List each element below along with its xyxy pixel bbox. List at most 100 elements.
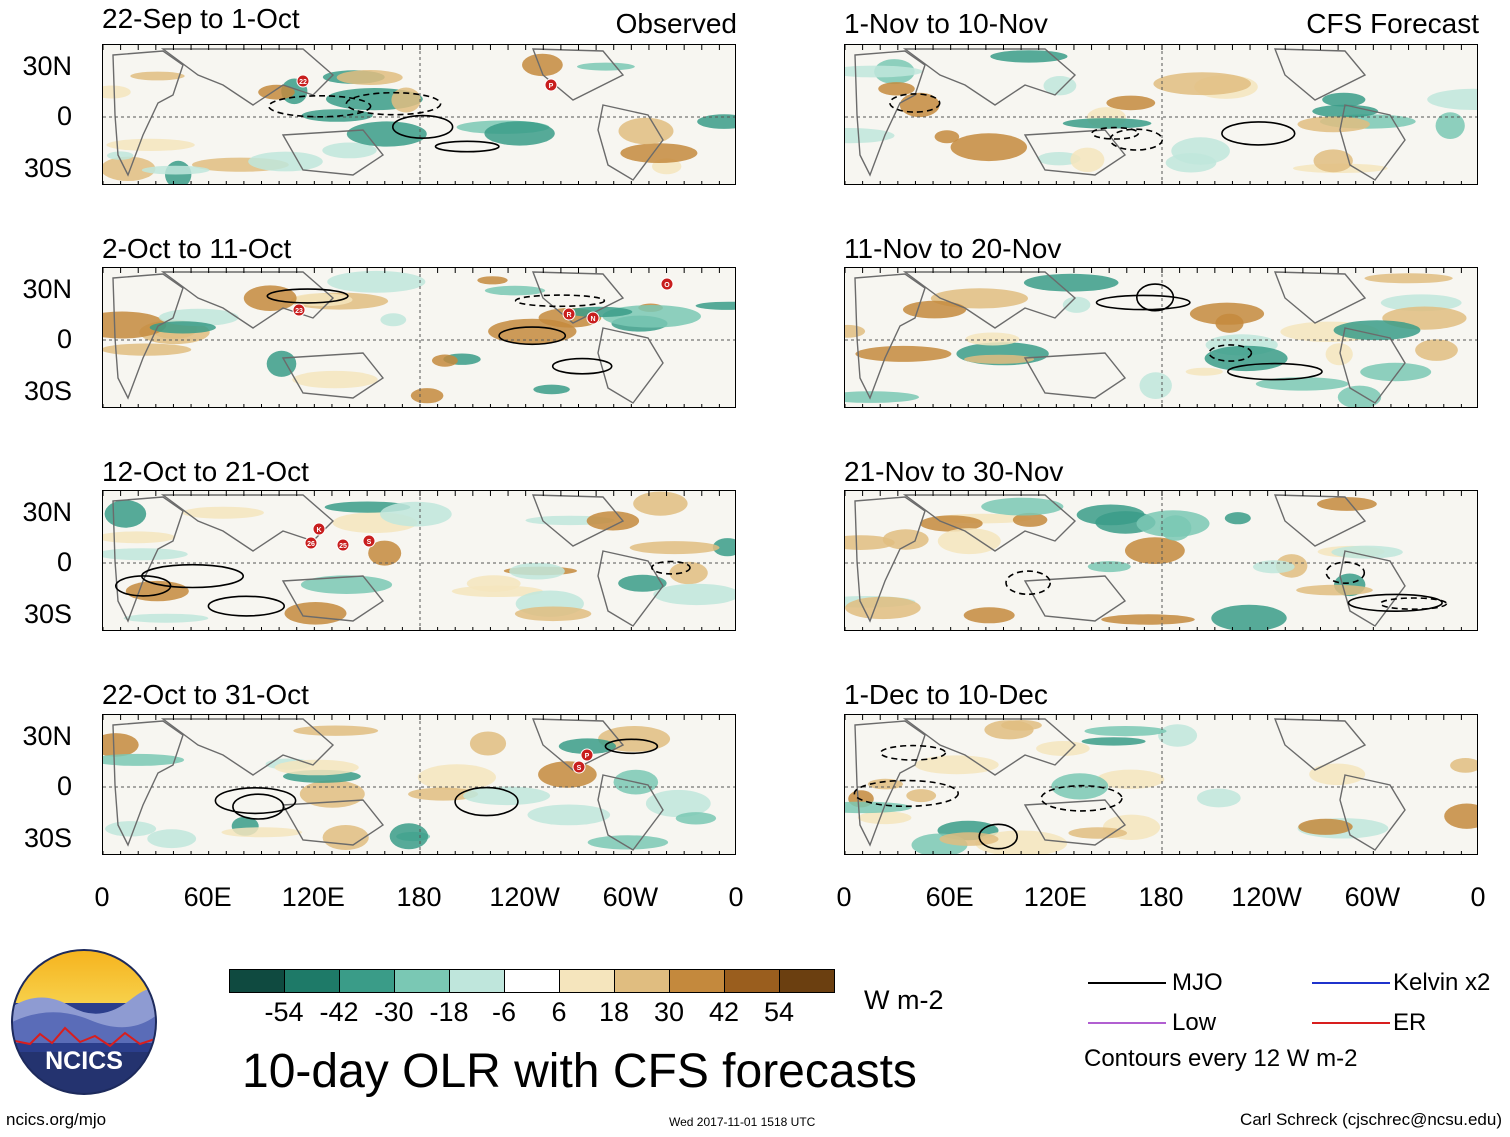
coastline (1023, 352, 1127, 399)
colorbar-swatch (559, 969, 615, 993)
olr-anomaly-patch (1204, 345, 1288, 372)
olr-anomaly-patch (147, 829, 197, 849)
mjo-contour (1221, 121, 1296, 146)
panel-title: 12-Oct to 21-Oct (102, 456, 309, 487)
coastline (112, 50, 184, 177)
coastline (597, 327, 664, 404)
ncics-logo: NCICS (10, 948, 158, 1096)
lat-label: 0 (56, 547, 72, 577)
olr-anomaly-patch (527, 804, 611, 826)
mjo-contour (345, 91, 442, 116)
coastline (160, 48, 335, 106)
coastline (1339, 327, 1406, 404)
olr-anomaly-patch (274, 759, 359, 776)
olr-anomaly-patch (1023, 273, 1119, 292)
olr-anomaly-patch (1211, 604, 1287, 630)
storm-marker: N (586, 311, 600, 325)
footer-url[interactable]: ncics.org/mjo (6, 1110, 107, 1129)
olr-anomaly-patch (587, 835, 669, 850)
legend-er-label: ER (1393, 1009, 1427, 1036)
panel-title: 22-Oct to 31-Oct (102, 679, 309, 710)
storm-marker-circle (312, 522, 326, 536)
lon-label: 0 (728, 882, 744, 912)
legend-low-line (1088, 1022, 1166, 1024)
olr-anomaly-patch (712, 538, 735, 557)
olr-anomaly-patch (906, 789, 937, 803)
footer-timestamp: Wed 2017-11-01 1518 UTC (669, 1115, 816, 1129)
olr-anomaly-patch (937, 528, 1001, 555)
coastline (597, 774, 664, 851)
olr-anomaly-patch (620, 143, 698, 163)
mjo-contour (207, 595, 286, 617)
olr-anomaly-patch (1215, 313, 1244, 333)
olr-anomaly-patch (389, 823, 429, 850)
olr-anomaly-patch (106, 138, 195, 151)
mjo-contour (1095, 294, 1191, 311)
olr-anomaly-patch (1087, 561, 1131, 573)
storm-marker-circle (304, 536, 318, 550)
mjo-contour (604, 738, 659, 755)
mjo-contour (514, 294, 606, 308)
colorbar-swatch (614, 969, 670, 993)
lat-label: 0 (56, 324, 72, 354)
legend-mjo-label: MJO (1172, 969, 1223, 996)
olr-anomaly-patch (855, 345, 952, 362)
lat-label: 30N (22, 51, 72, 81)
olr-anomaly-patch (697, 114, 735, 129)
mjo-contour (889, 93, 941, 113)
storm-marker-circle (336, 538, 350, 552)
lat-label: 30S (23, 376, 72, 406)
olr-anomaly-patch (1136, 510, 1210, 537)
lon-label: 60W (602, 882, 659, 912)
olr-anomaly-patch (103, 753, 185, 766)
panel-title: 2-Oct to 11-Oct (102, 233, 292, 264)
colorbar-swatch (229, 969, 285, 993)
lon-label: 120W (1231, 882, 1302, 912)
olr-anomaly-patch (103, 733, 139, 757)
olr-anomaly-patch (1322, 92, 1366, 107)
panel-title: 1-Nov to 10-Nov (844, 8, 1048, 39)
mjo-contour (1005, 570, 1052, 596)
coastline (597, 550, 664, 627)
olr-anomaly-patch (1185, 367, 1223, 376)
coastline (902, 48, 1077, 106)
colorbar-label: -54 (264, 997, 304, 1027)
olr-anomaly-patch (469, 731, 507, 756)
storm-label: S (577, 765, 582, 772)
olr-anomaly-patch (1325, 343, 1353, 366)
lon-label: 60E (183, 882, 232, 912)
lat-label: 30N (22, 497, 72, 527)
colorbar-label: -6 (491, 997, 516, 1027)
olr-anomaly-patch (130, 71, 185, 81)
olr-anomaly-patch (1380, 294, 1462, 312)
colorbar-swatch (669, 969, 725, 993)
olr-anomaly-patch (1101, 614, 1195, 625)
olr-anomaly-patch (618, 117, 674, 145)
olr-anomaly-patch (107, 151, 134, 160)
lon-label: 0 (836, 882, 852, 912)
olr-anomaly-patch (484, 121, 555, 146)
legend-er-line (1312, 1022, 1390, 1024)
colorbar-swatch (394, 969, 450, 993)
olr-anomaly-patch (1427, 88, 1477, 110)
colorbar-swatch (779, 969, 835, 993)
coastline (854, 50, 926, 177)
storm-label: R (566, 312, 571, 319)
lat-label: 30S (23, 823, 72, 853)
olr-map: K 26 25 S (102, 490, 736, 631)
olr-anomaly-patch (1196, 788, 1241, 808)
colorbar-label: 30 (653, 997, 685, 1027)
olr-anomaly-patch (845, 324, 866, 338)
main-title: 10-day OLR with CFS forecasts (242, 1045, 917, 1098)
lon-label: 60W (1344, 882, 1401, 912)
coastline (597, 104, 664, 181)
olr-anomaly-patch (103, 85, 131, 99)
panel-title: 1-Dec to 10-Dec (844, 679, 1048, 710)
olr-anomaly-patch (919, 515, 983, 532)
olr-anomaly-patch (509, 562, 565, 580)
storm-marker: S (362, 534, 376, 548)
lat-label: 0 (56, 771, 72, 801)
olr-anomaly-patch (336, 70, 403, 85)
olr-anomaly-patch (653, 583, 735, 606)
olr-anomaly-patch (1333, 320, 1421, 341)
